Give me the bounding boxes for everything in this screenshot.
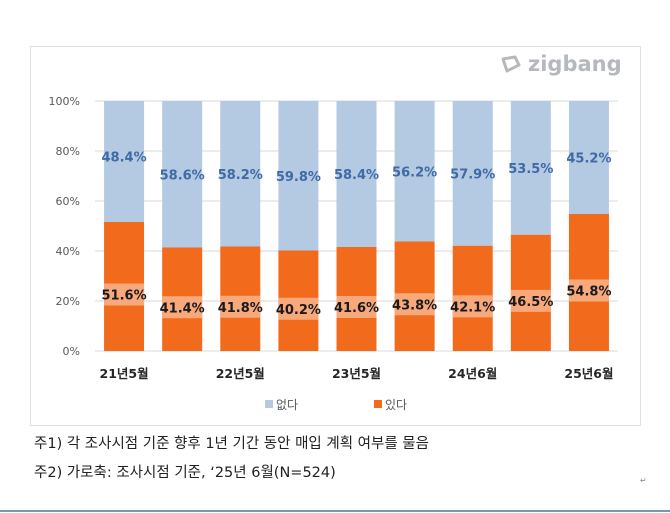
- bar-없다: [162, 101, 203, 248]
- data-label-없다: 59.8%: [276, 170, 321, 185]
- paragraph-mark: ↵: [640, 476, 647, 485]
- data-label-있다: 46.5%: [508, 295, 553, 310]
- y-tick-label: 0%: [63, 345, 80, 358]
- zigbang-logo: zigbang: [500, 52, 622, 76]
- data-label-bg: [162, 296, 203, 319]
- legend-swatch: [265, 400, 273, 408]
- bar-없다: [278, 101, 319, 251]
- legend-label: 없다: [276, 398, 298, 412]
- stacked-bar-chart: 0% 20% 40% 60% 80% 100% 51.6% 48.4% 21년5월 41.4% 58…: [49, 95, 618, 412]
- bar-없다: [568, 101, 609, 214]
- data-label-없다: 45.2%: [566, 152, 611, 167]
- data-label-있다: 42.1%: [450, 300, 495, 315]
- data-label-없다: 58.6%: [160, 168, 205, 183]
- data-label-bg: [568, 279, 609, 302]
- data-label-있다: 43.8%: [392, 298, 437, 313]
- y-tick-label: 40%: [56, 245, 80, 258]
- data-label-있다: 54.8%: [566, 285, 611, 300]
- x-tick-label: 21년5월: [100, 366, 149, 381]
- bar-없다: [510, 101, 551, 235]
- legend-swatch: [374, 400, 382, 408]
- y-tick-label: 60%: [56, 195, 80, 208]
- logo-text: zigbang: [528, 52, 622, 76]
- data-label-있다: 41.6%: [334, 301, 379, 316]
- bar-없다: [336, 101, 377, 247]
- data-label-있다: 41.4%: [160, 301, 205, 316]
- data-label-있다: 51.6%: [102, 289, 147, 304]
- data-label-없다: 48.4%: [102, 151, 147, 166]
- data-label-있다: 40.2%: [276, 303, 321, 318]
- data-label-bg: [510, 289, 551, 312]
- y-tick-label: 20%: [56, 295, 80, 308]
- data-label-bg: [452, 295, 493, 318]
- data-label-없다: 57.9%: [450, 167, 495, 182]
- bar-없다: [104, 101, 145, 222]
- data-label-없다: 53.5%: [508, 162, 553, 177]
- bar-없다: [220, 101, 261, 247]
- data-label-bg: [278, 297, 319, 320]
- zigbang-logo-icon: [501, 55, 521, 73]
- x-tick-label: 22년5월: [216, 366, 265, 381]
- data-label-bg: [394, 293, 435, 316]
- data-label-있다: 41.8%: [218, 301, 263, 316]
- bar-없다: [452, 101, 493, 246]
- y-tick-label: 100%: [49, 95, 80, 108]
- data-label-bg: [104, 283, 145, 306]
- bar-없다: [394, 101, 435, 242]
- note-2: 주2) 가로축: 조사시점 기준, ‘25년 6월(N=524): [34, 465, 336, 481]
- x-tick-label: 23년5월: [332, 366, 381, 381]
- x-tick-label: 24년6월: [448, 366, 497, 381]
- data-label-없다: 56.2%: [392, 165, 437, 180]
- x-tick-label: 25년6월: [564, 366, 613, 381]
- note-1: 주1) 각 조사시점 기준 향후 1년 기간 동안 매입 계획 여부를 물음: [34, 436, 429, 452]
- data-label-없다: 58.2%: [218, 168, 263, 183]
- y-tick-label: 80%: [56, 145, 80, 158]
- data-label-bg: [336, 296, 377, 318]
- data-label-bg: [220, 295, 261, 318]
- legend-label: 있다: [385, 398, 407, 412]
- bottom-divider: [0, 510, 670, 512]
- data-label-없다: 58.4%: [334, 168, 379, 183]
